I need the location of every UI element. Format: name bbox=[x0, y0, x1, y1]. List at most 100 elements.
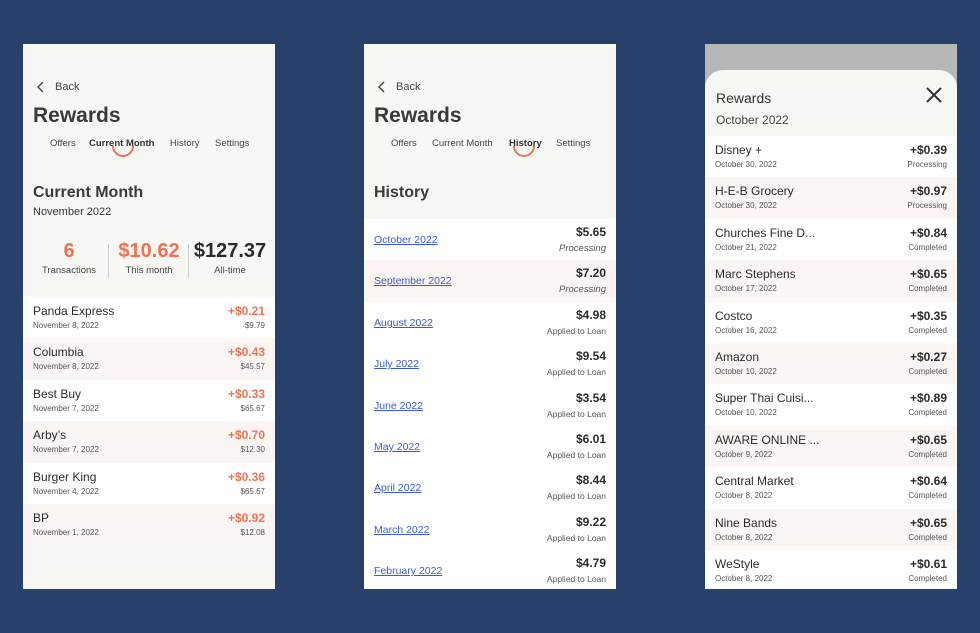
merchant-name: Costco bbox=[715, 308, 753, 323]
tab-history[interactable]: History bbox=[509, 138, 542, 149]
purchase-amount: $65.67 bbox=[240, 486, 265, 496]
month-link[interactable]: June 2022 bbox=[374, 399, 424, 412]
stat-value: $10.62 bbox=[118, 240, 180, 262]
tab-current-month[interactable]: Current Month bbox=[432, 138, 493, 149]
reward-amount: +$0.97 bbox=[909, 184, 947, 199]
tab-settings[interactable]: Settings bbox=[556, 138, 591, 149]
chevron-left-icon bbox=[378, 81, 385, 93]
divider bbox=[188, 244, 189, 278]
list-item[interactable]: Central Market October 8, 2022 +$0.64 Co… bbox=[705, 467, 957, 509]
reward-status: Processing bbox=[907, 160, 947, 169]
reward-status: Completed bbox=[908, 532, 947, 542]
list-item[interactable]: WeStyle October 8, 2022 +$0.61 Completed bbox=[705, 549, 957, 589]
close-icon[interactable] bbox=[925, 86, 943, 104]
list-item[interactable]: Best Buy November 7, 2022 +$0.33 $65.67 bbox=[23, 379, 275, 422]
list-item[interactable]: Churches Fine D... October 21, 2022 +$0.… bbox=[705, 218, 957, 261]
reward-status: Completed bbox=[908, 573, 947, 583]
merchant-name: BP bbox=[33, 510, 50, 525]
current-month-screen: Back Rewards Offers Current Month Histor… bbox=[23, 44, 275, 589]
back-button[interactable]: Back bbox=[34, 80, 79, 94]
list-item[interactable]: BP November 1, 2022 +$0.92 $12.08 bbox=[23, 503, 275, 546]
list-item[interactable]: Marc Stephens October 17, 2022 +$0.65 Co… bbox=[705, 260, 957, 302]
active-tab-indicator bbox=[112, 146, 134, 157]
reward-amount: +$0.39 bbox=[909, 143, 947, 157]
month-total: $4.79 bbox=[575, 556, 606, 571]
month-status: Processing bbox=[559, 243, 606, 254]
back-label: Back bbox=[396, 81, 421, 93]
list-item[interactable]: Panda Express November 8, 2022 +$0.21 $9… bbox=[23, 297, 275, 339]
active-tab-indicator bbox=[513, 146, 535, 157]
transaction-date: October 8, 2022 bbox=[715, 491, 773, 501]
tab-settings[interactable]: Settings bbox=[215, 138, 250, 149]
reward-amount: +$0.43 bbox=[227, 345, 265, 360]
month-status: Applied to Loan bbox=[546, 367, 606, 378]
merchant-name: Panda Express bbox=[33, 304, 115, 318]
month-total: $9.22 bbox=[575, 514, 606, 529]
month-link[interactable]: May 2022 bbox=[374, 440, 421, 453]
purchase-amount: $65.67 bbox=[240, 403, 265, 413]
list-item[interactable]: Amazon October 10, 2022 +$0.27 Completed bbox=[705, 342, 957, 385]
list-item[interactable]: Costco October 16, 2022 +$0.35 Completed bbox=[705, 301, 957, 343]
tab-current-month[interactable]: Current Month bbox=[89, 138, 155, 149]
list-item[interactable]: Burger King November 4, 2022 +$0.36 $65.… bbox=[23, 462, 275, 504]
transaction-date: October 10, 2022 bbox=[715, 408, 777, 418]
transaction-date: November 4, 2022 bbox=[33, 486, 99, 496]
month-link[interactable]: February 2022 bbox=[374, 565, 443, 578]
back-button[interactable]: Back bbox=[375, 80, 420, 94]
list-item[interactable]: Disney + October 30, 2022 +$0.39 Process… bbox=[705, 136, 957, 178]
list-item: August 2022 $4.98 Applied to Loan bbox=[364, 301, 616, 344]
list-item[interactable]: Arby’s November 7, 2022 +$0.70 $12.30 bbox=[23, 421, 275, 463]
transaction-date: October 9, 2022 bbox=[715, 449, 773, 459]
tab-offers[interactable]: Offers bbox=[50, 138, 76, 149]
month-link[interactable]: July 2022 bbox=[374, 358, 419, 371]
month-link[interactable]: March 2022 bbox=[374, 523, 430, 536]
reward-amount: +$0.65 bbox=[909, 267, 947, 282]
list-item[interactable]: Super Thai Cuisi... October 10, 2022 +$0… bbox=[705, 384, 957, 426]
merchant-name: Super Thai Cuisi... bbox=[715, 391, 814, 406]
reward-amount: +$0.35 bbox=[909, 308, 947, 323]
reward-status: Processing bbox=[907, 201, 947, 211]
back-label: Back bbox=[55, 81, 80, 93]
merchant-name: Amazon bbox=[715, 349, 760, 364]
reward-amount: +$0.27 bbox=[909, 349, 947, 364]
transaction-date: October 10, 2022 bbox=[715, 366, 777, 376]
month-link[interactable]: September 2022 bbox=[374, 275, 452, 288]
reward-amount: +$0.21 bbox=[227, 304, 265, 318]
reward-status: Completed bbox=[908, 284, 947, 294]
list-item[interactable]: H-E-B Grocery October 30, 2022 +$0.97 Pr… bbox=[705, 177, 957, 219]
month-link[interactable]: October 2022 bbox=[374, 234, 438, 246]
tab-history[interactable]: History bbox=[170, 138, 200, 149]
transaction-list: Panda Express November 8, 2022 +$0.21 $9… bbox=[23, 297, 275, 546]
month-total: $6.01 bbox=[575, 431, 606, 446]
transaction-date: October 8, 2022 bbox=[715, 573, 773, 583]
merchant-name: Arby’s bbox=[33, 428, 67, 443]
transaction-date: November 7, 2022 bbox=[33, 445, 99, 455]
chevron-left-icon bbox=[37, 81, 44, 93]
stats-summary: 6 Transactions $10.62 This month $127.37… bbox=[23, 240, 275, 284]
list-item[interactable]: Columbia November 8, 2022 +$0.43 $45.57 bbox=[23, 338, 275, 380]
tab-offers[interactable]: Offers bbox=[391, 138, 417, 149]
reward-amount: +$0.89 bbox=[909, 391, 947, 406]
month-status: Applied to Loan bbox=[546, 491, 606, 502]
stat-value: 6 bbox=[63, 240, 75, 262]
transaction-date: October 17, 2022 bbox=[715, 284, 777, 294]
reward-status: Completed bbox=[908, 366, 947, 376]
sheet-subtitle: October 2022 bbox=[716, 113, 789, 127]
list-item: June 2022 $3.54 Applied to Loan bbox=[364, 384, 616, 426]
month-total: $5.65 bbox=[575, 225, 606, 239]
page-title: Rewards bbox=[374, 104, 462, 127]
list-item[interactable]: Nine Bands October 8, 2022 +$0.65 Comple… bbox=[705, 508, 957, 550]
purchase-amount: $12.30 bbox=[240, 445, 265, 455]
merchant-name: Best Buy bbox=[33, 386, 82, 401]
list-item[interactable]: AWARE ONLINE ... October 9, 2022 +$0.65 … bbox=[705, 425, 957, 468]
month-link[interactable]: April 2022 bbox=[374, 482, 422, 495]
reward-amount: +$0.65 bbox=[909, 515, 947, 530]
reward-status: Completed bbox=[908, 408, 947, 418]
merchant-name: AWARE ONLINE ... bbox=[715, 432, 820, 447]
sheet-title: Rewards bbox=[716, 90, 772, 106]
month-link[interactable]: August 2022 bbox=[374, 316, 433, 329]
bottom-sheet: Rewards October 2022 Disney + October 30… bbox=[705, 70, 957, 589]
transaction-date: October 30, 2022 bbox=[715, 201, 777, 211]
month-total: $9.54 bbox=[575, 349, 606, 364]
reward-amount: +$0.33 bbox=[227, 386, 265, 401]
